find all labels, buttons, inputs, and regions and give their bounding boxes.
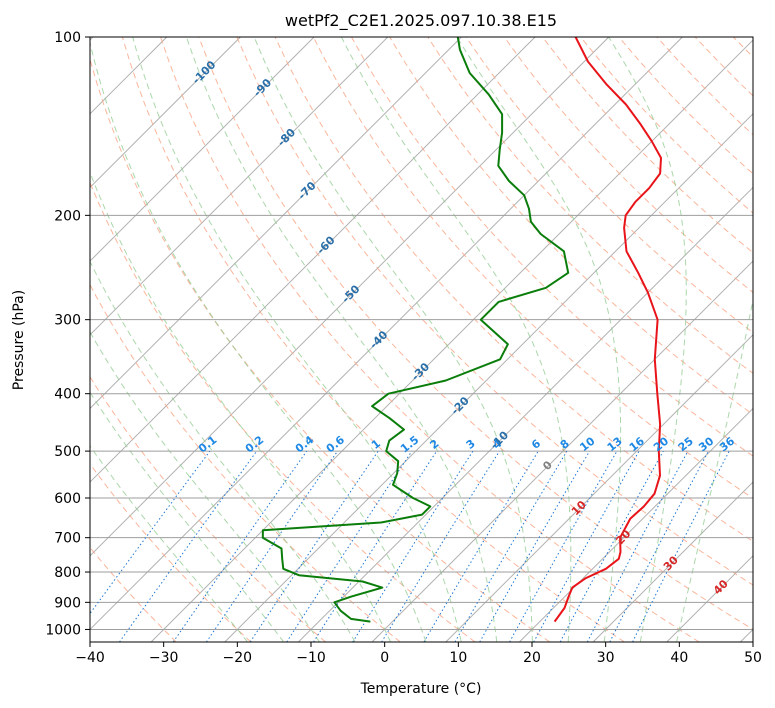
dry-adiabat-line [90, 376, 326, 642]
dry-adiabat-line [312, 37, 753, 499]
isotherm-line [90, 37, 241, 189]
dry-adiabat-line [121, 37, 625, 642]
x-tick-label: −10 [296, 650, 326, 666]
moist-adiabat-line [90, 171, 391, 642]
x-axis-label: Temperature (°C) [360, 681, 482, 697]
moist-adiabat-line [132, 37, 462, 642]
y-tick-label: 900 [54, 595, 81, 611]
y-tick-label: 200 [54, 208, 81, 224]
x-tick-label: −20 [223, 650, 253, 666]
moist-adiabat-line [90, 391, 285, 642]
mixing-ratio-line [533, 450, 640, 642]
moist-adiabat-line [90, 260, 356, 642]
y-tick-label: 300 [54, 313, 81, 329]
mixing-ratio-line [286, 450, 413, 642]
isotherm-line [90, 37, 536, 483]
x-tick-label: 20 [523, 650, 541, 666]
isotherm-line [90, 37, 610, 557]
dry-adiabat-line [236, 37, 753, 586]
isotherm-line [90, 37, 683, 631]
mixing-ratio-line [119, 450, 258, 642]
dry-adiabat-line [90, 57, 550, 642]
plot-frame [89, 36, 754, 643]
mixing-ratio-line [632, 450, 730, 642]
mixing-ratio-line [509, 450, 618, 642]
y-tick-label: 400 [54, 387, 81, 403]
isotherm-line [592, 481, 753, 642]
isotherm-line [90, 37, 462, 410]
mixing-ratio-line [381, 450, 500, 642]
x-tick-label: 0 [380, 650, 389, 666]
moist-adiabat-line [253, 37, 533, 642]
dry-adiabat-line [274, 37, 753, 542]
mixing-ratio-line [352, 450, 474, 642]
mixing-ratio-line [313, 450, 438, 642]
y-tick-label: 600 [54, 491, 81, 507]
mixing-ratio-line [90, 450, 211, 615]
moist-adiabat-line [90, 330, 320, 642]
moist-adiabat-line [608, 37, 687, 642]
moist-adiabat-line [90, 445, 248, 642]
x-tick-label: −40 [75, 650, 105, 666]
mixing-ratio-line [559, 450, 664, 642]
moist-adiabat-line [456, 37, 622, 642]
profile-series-0 [553, 37, 662, 623]
dry-adiabat-line [90, 462, 252, 642]
moist-adiabat-line [90, 40, 427, 642]
y-tick-label: 500 [54, 444, 81, 460]
isotherm-line [445, 334, 753, 642]
x-tick-label: 50 [744, 650, 762, 666]
isotherm-line [371, 260, 753, 642]
profile-series-1 [261, 37, 570, 623]
moist-adiabat-line [186, 37, 498, 642]
dry-adiabat-line [160, 37, 700, 642]
mixing-ratio-line [249, 450, 379, 642]
x-tick-label: 10 [449, 650, 467, 666]
y-tick-label: 100 [54, 30, 81, 46]
dry-adiabat-line [198, 37, 753, 630]
moist-adiabat-line [340, 37, 572, 642]
moist-adiabat-line [676, 296, 753, 642]
mixing-ratio-line [172, 450, 308, 642]
isotherm-line [224, 113, 753, 642]
isotherm-line [90, 37, 315, 262]
y-tick-label: 800 [54, 565, 81, 581]
x-tick-label: −30 [149, 650, 179, 666]
x-axis: −40 −30 −20 −10 0 10 20 30 40 50 [75, 642, 762, 666]
y-axis: 1000 900 800 700 600 500 400 300 200 100 [45, 30, 90, 638]
y-tick-label: 700 [54, 531, 81, 547]
x-tick-label: 30 [597, 650, 615, 666]
mixing-ratio-line [205, 450, 338, 642]
chart-title: wetPf2_C2E1.2025.097.10.38.E15 [285, 11, 557, 31]
y-axis-label: Pressure (hPa) [11, 290, 27, 390]
x-tick-label: 40 [670, 650, 688, 666]
dry-adiabat-line [503, 37, 753, 294]
profile-lines [261, 37, 662, 623]
y-tick-label: 1000 [45, 622, 81, 638]
isotherm-line [298, 186, 753, 642]
background-lines [90, 37, 753, 642]
isotherm-line [150, 39, 753, 642]
